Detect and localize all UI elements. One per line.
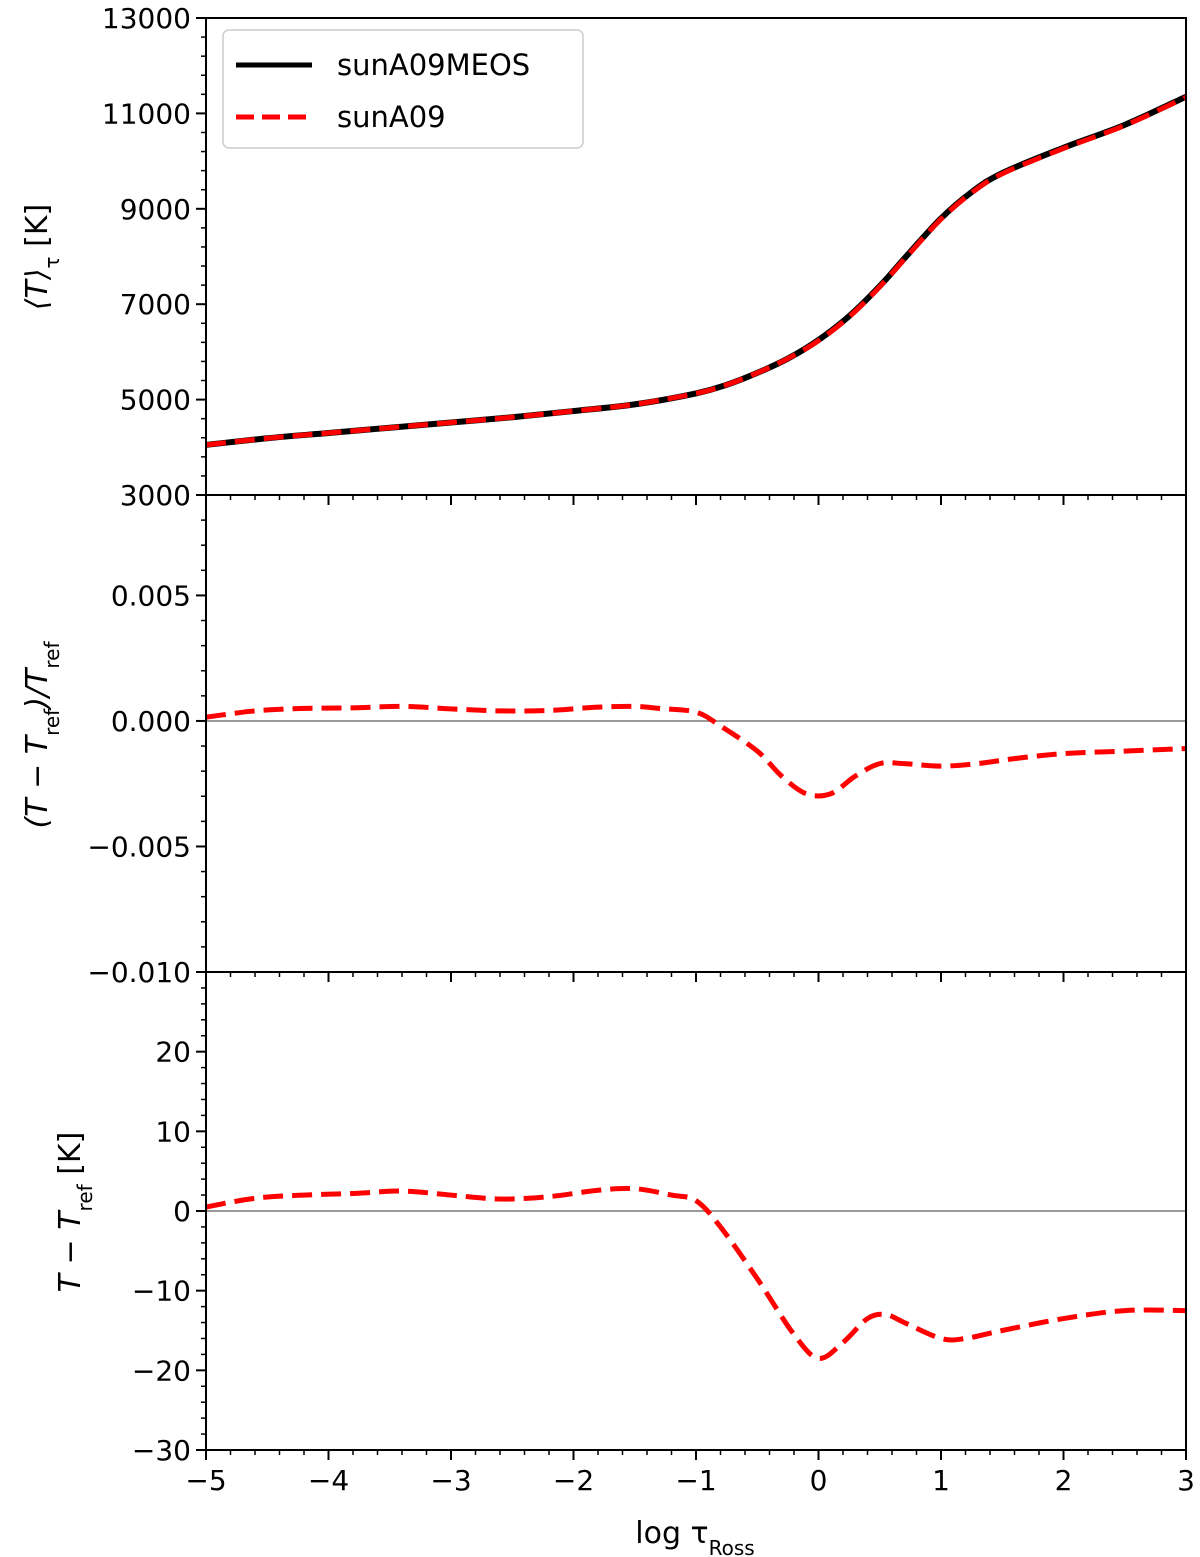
y-axis-label-main: (T − T xyxy=(20,733,55,828)
x-tick-label: −4 xyxy=(308,1464,349,1497)
absolute-difference-plot-area xyxy=(205,1185,1187,1361)
temperature-y-tick-label: 7000 xyxy=(120,288,191,321)
temperature-y-tick-label: 9000 xyxy=(120,193,191,226)
x-axis-label: log τRoss xyxy=(635,1516,754,1557)
x-tick-label: −1 xyxy=(675,1464,716,1497)
y-axis-label-sub: τ xyxy=(40,256,64,268)
x-tick-label: 1 xyxy=(932,1464,950,1497)
y-axis-label-temperature: ⟨T⟩τ [K] xyxy=(20,204,64,310)
y-axis-label-main: ⟨T⟩ xyxy=(20,268,55,310)
x-tick-label: −3 xyxy=(430,1464,471,1497)
temperature-series-sunA09-line xyxy=(205,95,1188,448)
x-tick-label: 0 xyxy=(810,1464,828,1497)
y-axis-label-sub: ref xyxy=(40,708,64,736)
relative-difference-axes-frame xyxy=(205,494,1187,973)
relative-difference-y-tick-label: −0.005 xyxy=(87,830,191,863)
y-axis-label-main: T − T xyxy=(53,1209,88,1293)
x-axis-label-main: log τ xyxy=(635,1516,708,1551)
y-axis-label-absolute-difference: T − Tref [K] xyxy=(53,1132,97,1293)
legend-label-sunA09MEOS: sunA09MEOS xyxy=(337,48,530,82)
legend: sunA09MEOS sunA09 xyxy=(222,29,584,149)
absolute-difference-y-tick-label: 10 xyxy=(155,1115,191,1148)
relative-difference-y-tick-label: −0.010 xyxy=(87,956,191,989)
x-tick-label: 3 xyxy=(1177,1464,1195,1497)
temperature-y-tick-label: 13000 xyxy=(102,2,191,35)
y-axis-label-unit: [K] xyxy=(20,204,55,257)
temperature-plot-area xyxy=(205,93,1188,448)
y-axis-label-sub: ref xyxy=(73,1183,97,1211)
absolute-difference-y-tick-label: 20 xyxy=(155,1036,191,1069)
legend-box xyxy=(222,29,584,149)
relative-difference-plot-area xyxy=(205,703,1187,799)
temperature-y-tick-label: 11000 xyxy=(102,97,191,130)
absolute-difference-y-tick-label: 0 xyxy=(173,1195,191,1228)
y-axis-label-unit: [K] xyxy=(53,1132,88,1185)
temperature-panel: ⟨T⟩τ [K] 3000 5000 7000 9000 11000 13000 xyxy=(20,2,1188,512)
x-tick-label: −5 xyxy=(185,1464,226,1497)
y-axis-label-mid: )/T xyxy=(20,666,55,711)
absolute-difference-y-tick-label: −10 xyxy=(132,1275,191,1308)
relative-difference-y-tick-label: 0.000 xyxy=(111,705,191,738)
x-axis-label-sub: Ross xyxy=(709,1536,755,1557)
temperature-y-tick-label: 3000 xyxy=(120,479,191,512)
y-axis-label-sub2: ref xyxy=(40,641,64,669)
legend-label-sunA09: sunA09 xyxy=(337,100,446,134)
x-tick-label: 2 xyxy=(1055,1464,1073,1497)
absolute-difference-series-sunA09-line xyxy=(205,1185,1187,1361)
absolute-difference-y-tick-label: −20 xyxy=(132,1354,191,1387)
y-axis-label-relative-difference: (T − Tref)/Tref xyxy=(20,641,64,829)
relative-difference-series-sunA09-line xyxy=(205,703,1187,799)
temperature-y-tick-label: 5000 xyxy=(120,384,191,417)
x-tick-label: −2 xyxy=(553,1464,594,1497)
absolute-difference-y-tick-label: −30 xyxy=(132,1434,191,1467)
relative-difference-y-tick-label: 0.005 xyxy=(111,579,191,612)
